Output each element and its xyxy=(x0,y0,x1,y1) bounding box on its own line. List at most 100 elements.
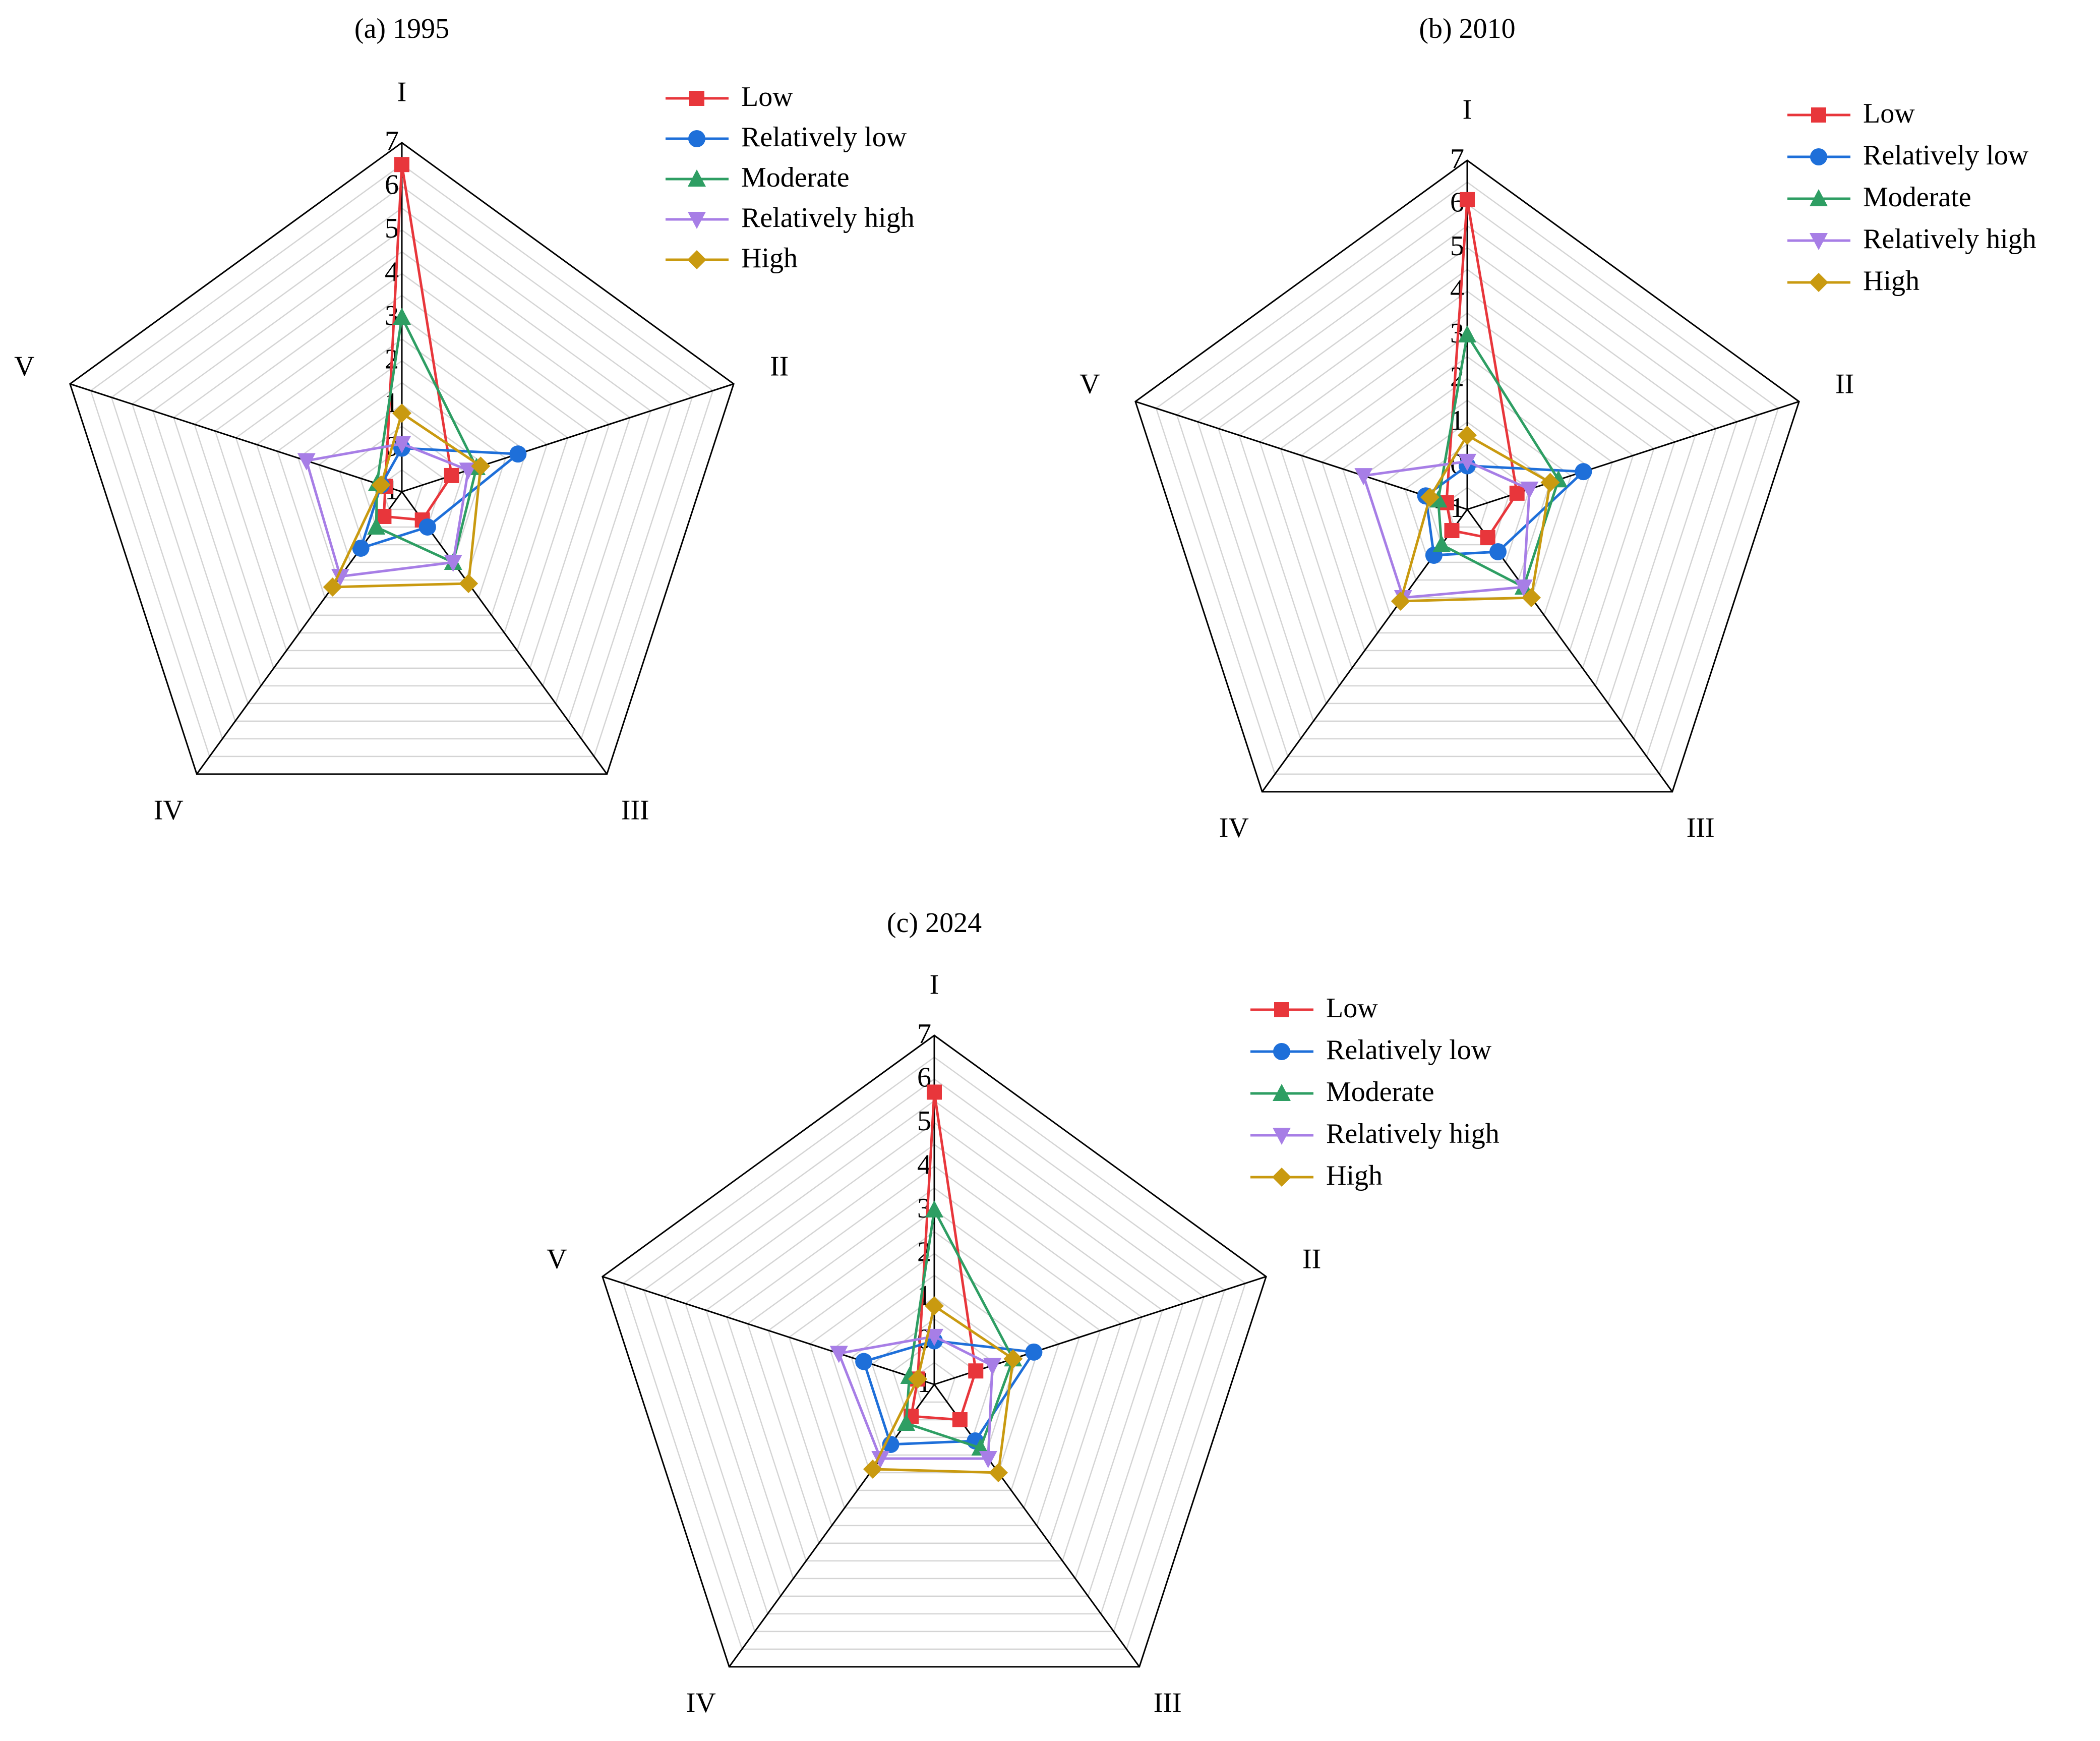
legend-label-relatively-high: Relatively high xyxy=(1326,1118,1499,1149)
grid-ring xyxy=(829,1274,1039,1474)
series-low xyxy=(1438,192,1525,545)
series-line-relatively-high xyxy=(305,442,470,578)
axis-spoke-v xyxy=(70,383,402,493)
legend-label-moderate: Moderate xyxy=(741,162,850,193)
radar-chart-b-2010: (b) 2010IIIIIIIVV−101234567LowRelatively… xyxy=(1079,13,2036,844)
grid-ring xyxy=(767,1209,1101,1527)
data-point-low-ii xyxy=(444,468,459,483)
grid-ring xyxy=(788,1231,1081,1509)
series-high xyxy=(863,1296,1023,1482)
grid-ring xyxy=(1155,181,1779,775)
axis-spoke-iv xyxy=(729,1384,935,1667)
series-line-high xyxy=(331,412,482,589)
data-point-relatively-low-ii xyxy=(1575,463,1592,481)
axis-label-i: I xyxy=(397,77,407,108)
series-line-low xyxy=(1445,198,1519,539)
data-point-high-iii xyxy=(989,1463,1008,1482)
data-point-high-i xyxy=(1458,425,1477,445)
data-point-moderate-i xyxy=(393,308,411,325)
radar-chart-a-1995: (a) 1995IIIIIIIVV−101234567LowRelatively… xyxy=(14,13,915,826)
tick-label: 7 xyxy=(385,126,399,157)
axis-label-i: I xyxy=(930,969,939,1001)
data-point-relatively-low-iv xyxy=(352,539,370,557)
data-point-relatively-high-v xyxy=(1354,468,1373,486)
data-point-high-iv xyxy=(323,577,342,597)
data-point-low-i xyxy=(927,1084,942,1100)
axis-spoke-ii xyxy=(934,1275,1267,1385)
grid-ring xyxy=(235,316,569,634)
grid-ring xyxy=(809,1252,1060,1491)
series-high xyxy=(1391,425,1560,611)
series-line-high xyxy=(1399,434,1552,603)
data-point-low-i xyxy=(1460,192,1475,207)
data-point-high-ii xyxy=(1003,1349,1023,1369)
grid-ring xyxy=(622,1056,1246,1650)
tick-label: 7 xyxy=(917,1018,931,1050)
series-relatively-high xyxy=(829,1328,1002,1468)
legend: Low Relatively low Moderate Relatively high… xyxy=(1787,98,2036,297)
legend-label-moderate: Moderate xyxy=(1863,182,1971,213)
legend-marker-relatively-low xyxy=(688,130,705,147)
series-line-moderate xyxy=(905,1208,1014,1449)
grid-ring xyxy=(1176,203,1759,758)
legend-marker-relatively-low xyxy=(1810,148,1827,165)
grid-ring xyxy=(1196,225,1738,740)
axis-label-i: I xyxy=(1463,94,1472,126)
axis-label-v: V xyxy=(547,1244,567,1275)
legend-label-high: High xyxy=(741,243,798,274)
legend-marker-moderate xyxy=(1810,189,1828,206)
legend-marker-high xyxy=(1809,273,1828,292)
legend-marker-high xyxy=(687,250,706,269)
axis-label-iii: III xyxy=(1687,813,1715,844)
legend-marker-relatively-low xyxy=(1273,1043,1290,1060)
grid-ring xyxy=(1280,312,1655,669)
grid-ring xyxy=(69,142,735,775)
data-point-high-v xyxy=(1420,487,1439,507)
grid-ring xyxy=(359,447,444,528)
grid-ring xyxy=(214,295,589,652)
axis-label-iii: III xyxy=(1154,1688,1182,1719)
legend-label-relatively-low: Relatively low xyxy=(1863,140,2029,171)
data-point-relatively-low-iii xyxy=(1489,543,1507,560)
data-point-relatively-high-i xyxy=(925,1328,943,1346)
axis-spoke-iv xyxy=(196,491,403,775)
grid-ring xyxy=(684,1122,1184,1597)
legend: Low Relatively low Moderate Relatively high… xyxy=(1250,993,1499,1191)
data-point-high-iii xyxy=(1522,588,1541,607)
series-line-low xyxy=(910,1090,977,1421)
axis-label-v: V xyxy=(14,351,34,382)
grid-ring xyxy=(1259,290,1675,687)
legend-label-relatively-low: Relatively low xyxy=(741,122,907,153)
legend-label-low: Low xyxy=(1863,98,1915,129)
legend-marker-high xyxy=(1272,1168,1291,1187)
axis-spoke-iii xyxy=(401,491,608,775)
series-moderate xyxy=(1429,325,1568,595)
series-line-relatively-high xyxy=(1362,460,1531,599)
data-point-relatively-low-v xyxy=(855,1353,873,1370)
series-line-high xyxy=(871,1304,1014,1474)
chart-title: (b) 2010 xyxy=(1419,13,1515,44)
series-line-moderate xyxy=(375,316,478,564)
data-point-high-ii xyxy=(471,456,491,476)
legend-label-high: High xyxy=(1326,1160,1383,1191)
axis-label-v: V xyxy=(1079,369,1100,400)
legend: Low Relatively low Moderate Relatively high… xyxy=(666,81,915,274)
axis-label-ii: II xyxy=(1835,369,1854,400)
tick-label: 6 xyxy=(385,169,399,200)
data-point-relatively-high-iii xyxy=(444,554,462,572)
grid-ring xyxy=(1362,399,1572,599)
grid-ring xyxy=(276,360,527,599)
data-point-relatively-low-ii xyxy=(1025,1343,1043,1361)
tick-label: 5 xyxy=(917,1106,931,1137)
axis-spoke-v xyxy=(602,1275,935,1385)
grid-ring xyxy=(194,272,610,669)
data-point-high-v xyxy=(371,475,391,495)
legend-marker-low xyxy=(689,91,704,106)
grid-ring xyxy=(1321,356,1613,634)
grid-ring xyxy=(110,185,693,740)
data-point-high-i xyxy=(392,403,411,423)
grid-ring xyxy=(602,1034,1267,1668)
grid-ring xyxy=(1134,159,1800,793)
data-point-high-iii xyxy=(459,573,478,593)
